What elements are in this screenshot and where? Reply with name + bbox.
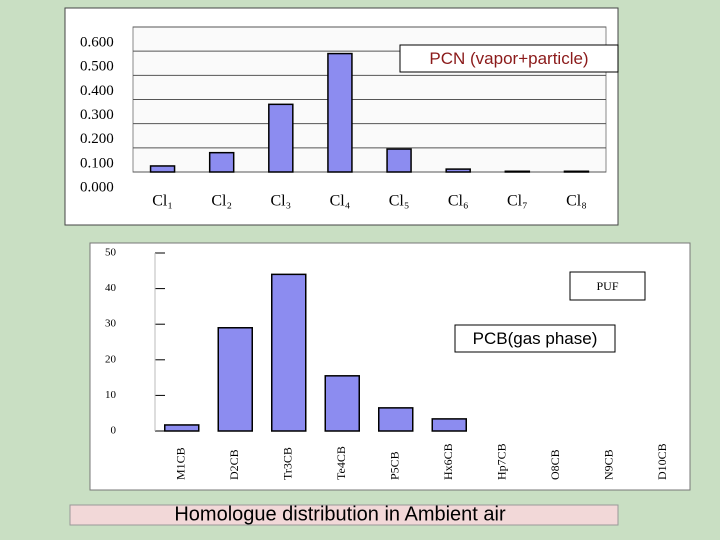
y-tick-label: 20 [105,353,117,365]
x-tick-label: Cl₅ [389,193,410,210]
x-tick-label: Cl₁ [152,193,173,210]
y-tick-label: 30 [105,318,117,330]
y-tick-label: 50 [105,247,117,259]
bar [386,148,412,173]
x-tick-label: D2CB [227,449,241,480]
annotation-box [454,324,616,353]
y-tick-label: 0.300 [80,107,114,123]
y-tick-label: 0.100 [80,155,114,171]
x-tick-label: P5CB [388,451,402,480]
y-tick-label: 0.400 [80,83,114,99]
annotation: PUF [596,279,618,293]
bar [445,168,471,173]
x-tick-label: O8CB [548,449,562,480]
bar [268,103,294,173]
bar [431,418,467,432]
x-tick-label: Cl₄ [330,193,351,210]
bar [217,327,253,432]
y-tick-label: 40 [105,282,117,294]
bar [563,170,590,173]
bar [164,424,200,432]
x-tick-label: M1CB [174,447,188,480]
annotation-box [569,271,646,301]
y-tick-label: 10 [105,389,117,401]
annotation-box [399,44,619,73]
x-tick-label: Cl₆ [448,193,469,210]
bar [149,165,176,173]
bar [324,375,360,432]
annotation: PCN (vapor+particle) [429,49,588,68]
x-tick-label: Hx6CB [441,443,455,480]
x-tick-label: Cl₃ [270,193,291,210]
y-tick-label: 0.600 [80,34,114,50]
bar [208,151,235,173]
y-tick-label: 0 [111,425,117,437]
x-tick-label: Cl₈ [566,193,587,210]
y-tick-label: 0.200 [80,131,114,147]
x-tick-label: Cl₇ [507,193,528,210]
caption: Homologue distribution in Ambient air [174,503,506,525]
x-tick-label: N9CB [602,449,616,480]
bar [378,407,414,432]
bar [504,170,531,173]
x-tick-label: Cl₂ [211,193,232,210]
caption-box [69,504,619,526]
annotation: PCB(gas phase) [473,329,598,348]
y-tick-label: 0.000 [80,179,114,195]
x-tick-label: D10CB [655,443,669,480]
bar [271,273,307,432]
x-tick-label: Te4CB [334,446,348,480]
y-tick-label: 0.500 [80,59,114,75]
bar [327,52,353,173]
x-tick-label: Hp7CB [495,443,509,480]
x-tick-label: Tr3CB [281,447,295,480]
